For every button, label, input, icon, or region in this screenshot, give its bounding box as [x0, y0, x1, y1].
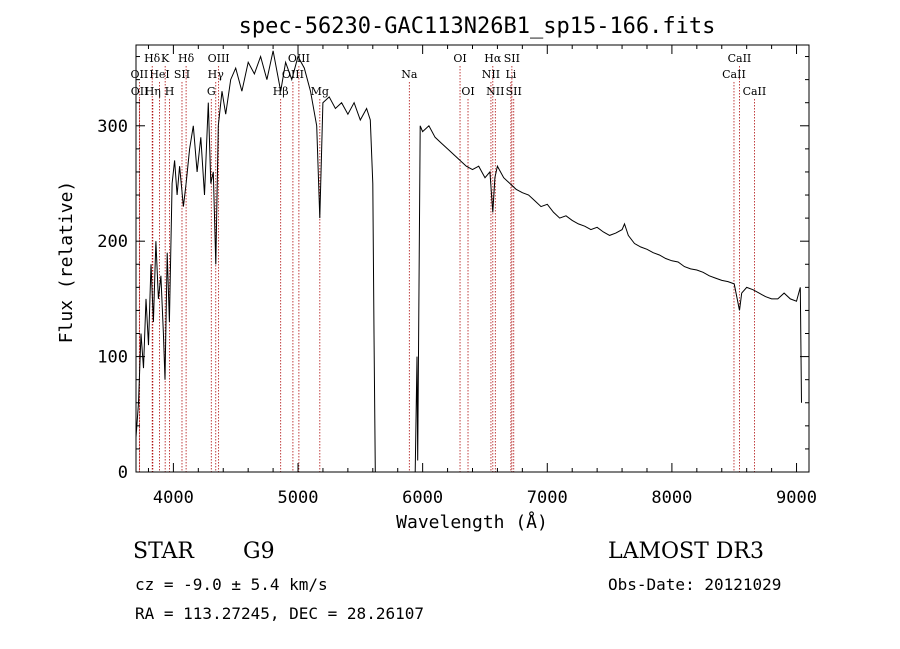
spectral-line-label-2: OII	[131, 85, 149, 98]
spectral-line-label-8: Hδ	[178, 52, 195, 65]
spectral-line-label-15: Mg	[311, 85, 329, 98]
spectrum-series-line	[135, 50, 802, 473]
spectral-line-label-4: HeI	[149, 68, 169, 81]
redshift-readout: cz = -9.0 ± 5.4 km/s	[135, 575, 328, 594]
x-axis-label: Wavelength (Å)	[396, 511, 548, 533]
spectral-line-label-6: H	[165, 85, 175, 98]
x-tick-label-4: 8000	[651, 488, 692, 508]
x-tick-label-0: 4000	[153, 488, 194, 508]
spectral-line-label-23: NII	[486, 85, 504, 98]
x-axis-ticks: 4000 5000 6000 7000 8000 9000	[147, 45, 817, 508]
x-tick-label-5: 9000	[776, 488, 817, 508]
y-tick-label-3: 300	[97, 117, 128, 137]
spectral-line-label-18: OI	[461, 85, 474, 98]
spectral-line-label-0: Hδ	[144, 52, 161, 65]
object-class: STAR	[133, 539, 194, 564]
spectral-line-label-21: NII	[482, 68, 500, 81]
spectral-line-label-24: SII	[506, 85, 522, 98]
spectral-line-label-19: Hα	[484, 52, 502, 65]
object-subclass: G9	[243, 539, 275, 564]
obs-date: Obs-Date: 20121029	[608, 575, 782, 594]
spectral-line-label-25: CaII	[728, 52, 752, 65]
spectral-line-label-9: OIII	[208, 52, 230, 65]
spectral-line-label-16: Na	[401, 68, 418, 81]
spectral-line-label-11: G	[207, 85, 216, 98]
survey-name: LAMOST DR3	[608, 539, 764, 564]
y-tick-label-0: 0	[118, 463, 128, 483]
spectral-line-label-3: K	[161, 52, 170, 65]
coordinates: RA = 113.27245, DEC = 28.26107	[135, 604, 424, 623]
spectral-line-label-20: SII	[504, 52, 520, 65]
spectral-line-label-10: Hγ	[208, 68, 225, 81]
plot-frame	[135, 44, 810, 473]
x-tick-label-2: 6000	[402, 488, 443, 508]
spectral-line-label-27: CaII	[743, 85, 767, 98]
spectral-line-label-22: Li	[505, 68, 516, 81]
y-axis-label: Flux (relative)	[56, 181, 77, 344]
spectral-line-label-5: Hη	[145, 85, 161, 98]
spectral-line-label-17: OI	[453, 52, 466, 65]
spectral-line-label-26: CaII	[722, 68, 746, 81]
chart-title: spec-56230-GAC113N26B1_sp15-166.fits	[239, 14, 716, 39]
y-tick-label-2: 200	[97, 232, 128, 252]
spectral-line-label-7: SII	[174, 68, 190, 81]
y-tick-label-1: 100	[97, 348, 128, 368]
spectral-line-label-14: Hβ	[273, 85, 289, 98]
x-tick-label-3: 7000	[527, 488, 568, 508]
x-tick-label-1: 5000	[278, 488, 319, 508]
spectral-line-label-1: OII	[131, 68, 149, 81]
y-axis-ticks: 0 100 200 300	[97, 56, 809, 483]
